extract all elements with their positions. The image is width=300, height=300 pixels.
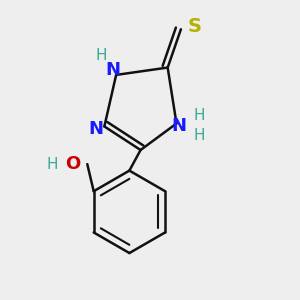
Text: N: N	[106, 61, 121, 79]
Text: S: S	[187, 17, 201, 36]
Text: H: H	[194, 128, 205, 143]
Text: H: H	[194, 108, 205, 123]
Text: H: H	[96, 48, 107, 63]
Text: O: O	[65, 155, 80, 173]
Text: N: N	[88, 120, 103, 138]
Text: N: N	[171, 117, 186, 135]
Text: H: H	[46, 157, 58, 172]
